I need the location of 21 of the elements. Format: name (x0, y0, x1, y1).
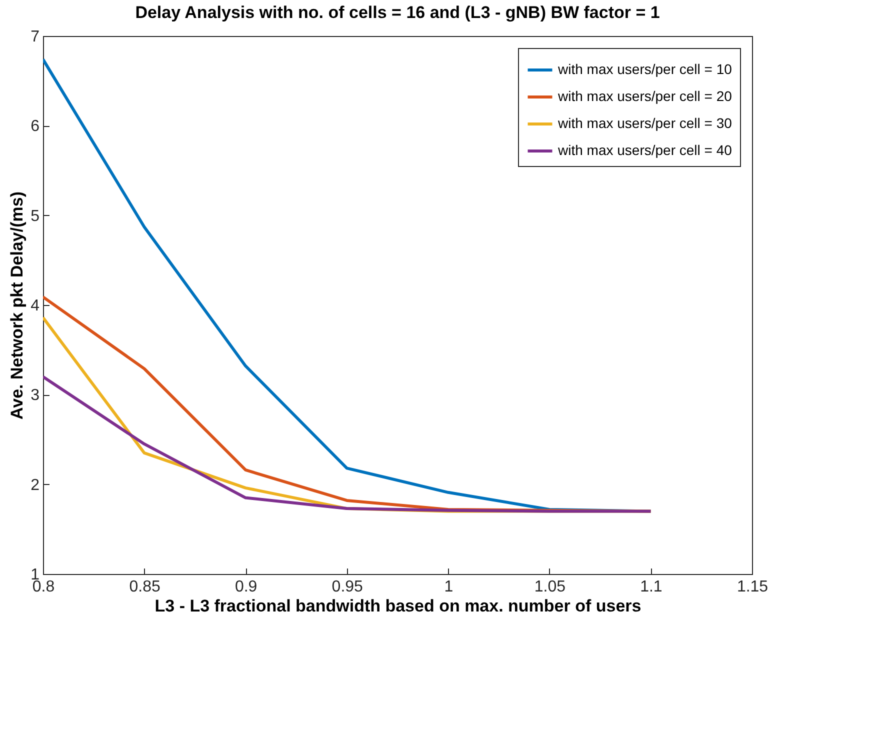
y-tick-label: 4 (30, 298, 40, 314)
y-tick-label: 5 (30, 208, 40, 225)
legend-label: with max users/per cell = 30 (557, 115, 732, 131)
x-tick-label: 0.85 (129, 578, 160, 596)
x-axis-title: L3 - L3 fractional bandwidth based on max. number of users (154, 596, 642, 616)
y-tick-label: 7 (30, 28, 40, 46)
y-axis-title: Ave. Network pkt Delay/(ms) (8, 192, 27, 420)
line-series (43, 375, 652, 513)
x-tick-label: 0.9 (234, 578, 258, 596)
y-tick-label: 2 (30, 476, 40, 494)
y-tick-label: 3 (30, 387, 40, 404)
legend-label: with max users/per cell = 20 (557, 88, 732, 104)
chart-title: Delay Analysis with no. of cells = 16 and (L3 - gNB) BW factor = 1 (135, 3, 660, 22)
x-tick-label: 1.1 (640, 578, 662, 596)
y-tick-label: 6 (30, 118, 40, 136)
x-tick-label: 1.15 (736, 578, 768, 596)
legend-label: with max users/per cell = 10 (557, 61, 732, 77)
x-tick-label: 0.95 (332, 578, 364, 596)
x-tick-label: 1 (444, 578, 454, 596)
x-tick-label: 1.05 (534, 578, 566, 596)
legend-label: with max users/per cell = 40 (557, 142, 732, 158)
